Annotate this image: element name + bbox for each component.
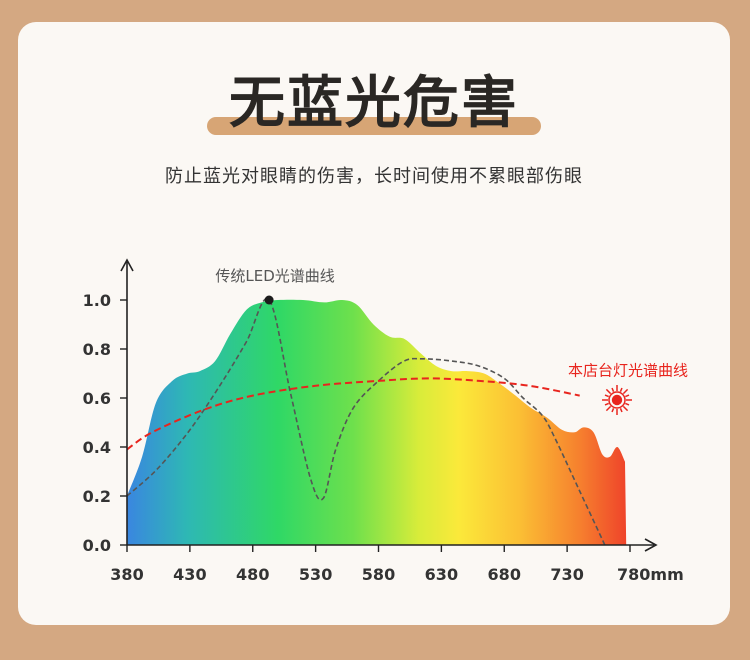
led-curve-label: 传统LED光谱曲线	[215, 267, 334, 285]
y-axis-arrow	[120, 258, 134, 272]
x-tick-label: 480	[236, 565, 269, 584]
sun-ray	[605, 405, 612, 412]
y-tick-label: 0.6	[83, 389, 111, 408]
sun-ray	[619, 387, 623, 392]
sun-ray	[625, 394, 630, 398]
x-tick-label: 430	[173, 565, 206, 584]
sun-ray	[611, 408, 615, 413]
sun-ray	[605, 388, 612, 395]
sun-outline	[608, 391, 626, 409]
sun-ray	[604, 402, 609, 406]
page-subtitle: 防止蓝光对眼睛的伤害，长时间使用不累眼部伤眼	[165, 166, 583, 187]
axes: 0.0 0.2 0.4 0.6 0.8 1.0 380 430 480 530 580 630 680 7…	[83, 258, 684, 584]
sun-core	[611, 394, 623, 406]
page-title: 无蓝光危害	[229, 71, 519, 136]
sun-ray	[622, 388, 629, 395]
led-peak-marker	[264, 295, 274, 305]
store-lamp-spectrum-curve	[126, 377, 580, 451]
x-tick-label: 630	[425, 565, 458, 584]
spectrum-area	[127, 299, 627, 545]
title-underline	[207, 117, 541, 135]
y-tick-label: 1.0	[83, 291, 111, 310]
store-curve-label: 本店台灯光谱曲线	[568, 361, 688, 379]
x-tick-label: 580	[362, 565, 395, 584]
y-tick-label: 0.0	[83, 536, 111, 555]
x-tick-label: 780mm	[617, 565, 684, 584]
x-tick-label: 530	[299, 565, 332, 584]
sun-ray	[619, 408, 623, 413]
y-tick-label: 0.2	[83, 487, 111, 506]
sun-ray	[625, 402, 630, 406]
led-spectrum-curve	[126, 297, 606, 546]
title-block: 无蓝光危害	[18, 72, 730, 136]
x-tick-label: 380	[110, 565, 143, 584]
x-tick-label: 730	[550, 565, 583, 584]
y-tick-label: 0.8	[83, 340, 111, 359]
y-tick-label: 0.4	[83, 438, 111, 457]
x-tick-label: 680	[488, 565, 521, 584]
sun-ray	[611, 387, 615, 392]
sun-icon	[602, 385, 632, 415]
sun-ray	[622, 405, 629, 412]
x-axis-arrow	[644, 538, 658, 552]
sun-ray	[604, 394, 609, 398]
